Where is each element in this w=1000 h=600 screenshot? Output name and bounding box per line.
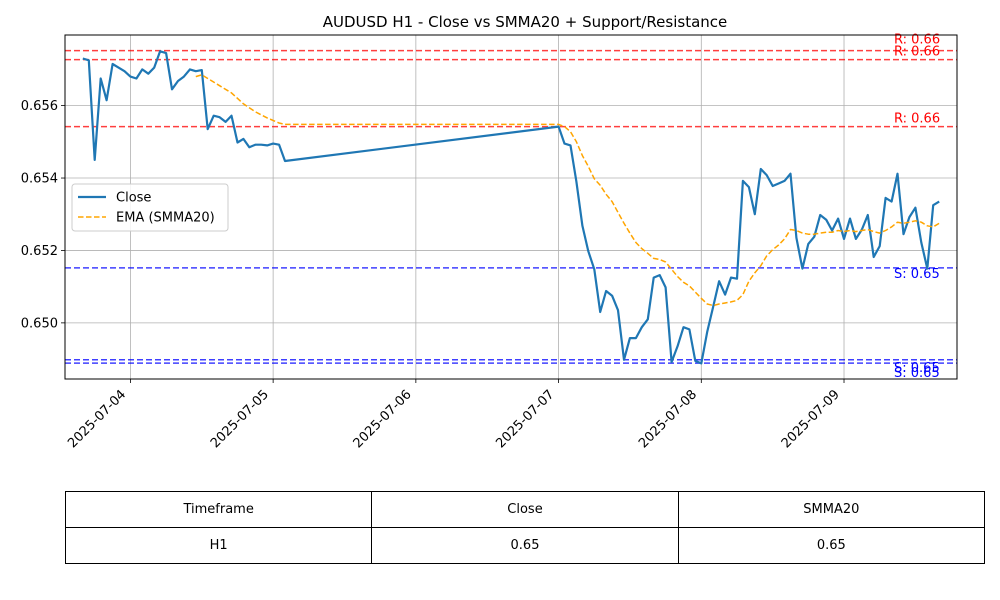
chart: R: 0.66R: 0.66R: 0.66S: 0.65S: 0.65S: 0.… bbox=[21, 13, 958, 451]
support-label: S: 0.65 bbox=[894, 361, 940, 376]
table-header-cell: Timeframe bbox=[64, 491, 373, 528]
summary-table: Timeframe Close SMMA20 H1 0.65 0.65 bbox=[64, 491, 986, 564]
series-line-ema-smma20 bbox=[195, 74, 940, 307]
legend: Close EMA (SMMA20) bbox=[71, 183, 229, 232]
plot-frame bbox=[64, 34, 958, 380]
resistance-label: R: 0.66 bbox=[894, 45, 940, 60]
table-cell: 0.65 bbox=[677, 527, 986, 564]
series-line-close bbox=[82, 50, 940, 365]
legend-label: EMA (SMMA20) bbox=[116, 211, 215, 226]
table-cell: 0.65 bbox=[371, 527, 679, 564]
x-tick-label: 2025-07-05 bbox=[208, 387, 272, 451]
table-header-row: Timeframe Close SMMA20 bbox=[64, 491, 986, 528]
chart-title: AUDUSD H1 - Close vs SMMA20 + Support/Re… bbox=[323, 13, 728, 31]
series-lines bbox=[82, 50, 940, 365]
x-tick-label: 2025-07-08 bbox=[636, 387, 700, 451]
y-tick-label: 0.650 bbox=[21, 316, 58, 331]
legend-box bbox=[71, 183, 229, 232]
resistance-label: R: 0.66 bbox=[894, 112, 940, 127]
axes: 2025-07-04 2025-07-05 2025-07-06 2025-07-07… bbox=[21, 34, 958, 451]
y-tick-label: 0.654 bbox=[21, 172, 58, 187]
support-resistance-levels: R: 0.66R: 0.66R: 0.66S: 0.65S: 0.65S: 0.… bbox=[65, 33, 957, 381]
legend-label: Close bbox=[116, 191, 151, 206]
x-tick-label: 2025-07-07 bbox=[493, 387, 557, 451]
table-cell: H1 bbox=[64, 527, 373, 564]
x-tick-label: 2025-07-04 bbox=[65, 387, 129, 451]
table-row: H1 0.65 0.65 bbox=[64, 527, 986, 564]
resistance-label: R: 0.66 bbox=[894, 33, 940, 48]
y-tick-label: 0.656 bbox=[21, 99, 58, 114]
x-tick-label: 2025-07-09 bbox=[779, 387, 843, 451]
y-tick-label: 0.652 bbox=[21, 244, 58, 259]
grid bbox=[65, 35, 957, 379]
table-header-cell: Close bbox=[371, 491, 679, 528]
support-label: S: 0.65 bbox=[894, 366, 940, 381]
table-header-cell: SMMA20 bbox=[677, 491, 986, 528]
x-tick-label: 2025-07-06 bbox=[351, 387, 415, 451]
support-label: S: 0.65 bbox=[894, 267, 940, 282]
